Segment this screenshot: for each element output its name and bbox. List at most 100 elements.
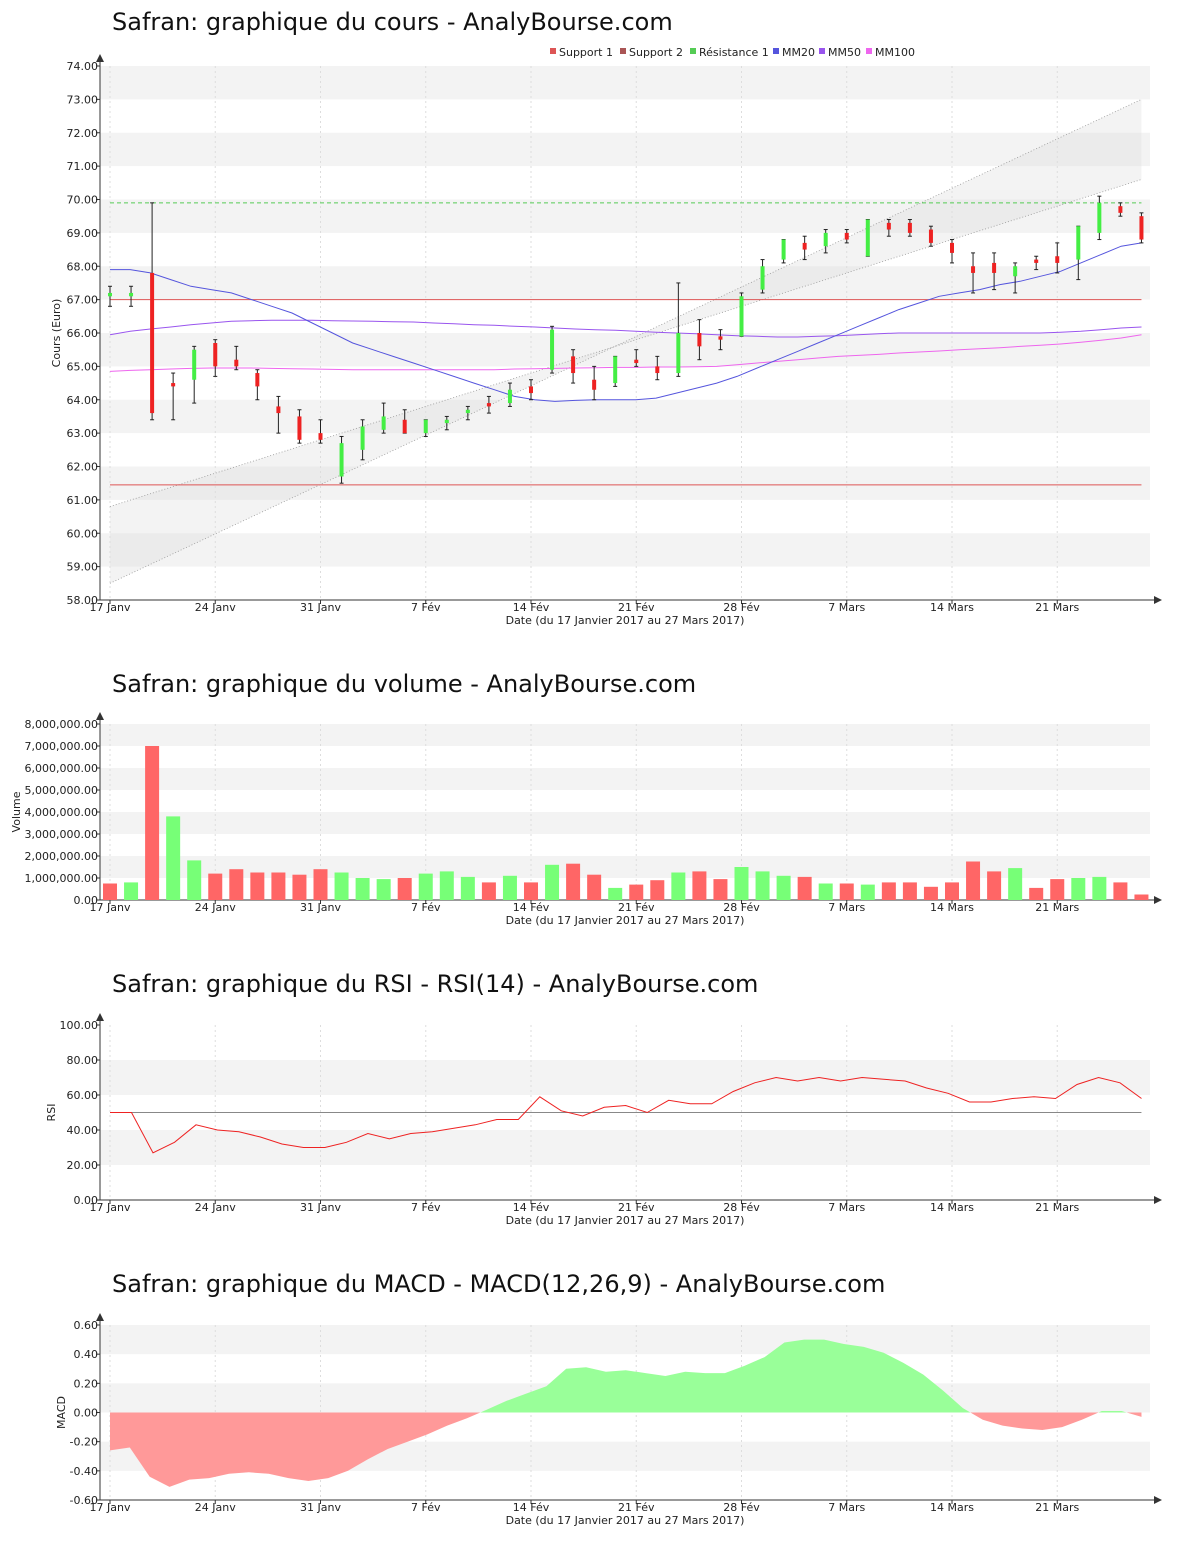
volume-bar-up	[818, 883, 833, 900]
volume-bar-down	[881, 882, 896, 900]
volume-x-tick-label: 21 Fév	[618, 901, 655, 914]
rsi-grid-band	[100, 1060, 1150, 1095]
rsi-y-tick-label: 20.00	[67, 1159, 99, 1172]
candle-body-down	[886, 222, 891, 230]
volume-x-tick-label: 7 Fév	[411, 901, 441, 914]
legend-label: Support 1	[559, 46, 613, 59]
price-y-tick-label: 71.00	[67, 160, 99, 173]
volume-bar-up	[776, 875, 791, 900]
rsi-line	[110, 1076, 1142, 1154]
volume-y-tick-label: 7,000,000.00	[25, 740, 98, 753]
volume-bar-up	[439, 871, 454, 900]
volume-bar-down	[229, 869, 244, 900]
volume-bar-down	[839, 883, 854, 900]
legend-swatch	[690, 48, 696, 54]
candle-body-down	[234, 359, 239, 367]
volume-bar-down	[1134, 894, 1149, 900]
legend-swatch	[550, 48, 556, 54]
volume-bar-down	[566, 863, 581, 900]
volume-y-tick-label: 2,000,000.00	[25, 850, 98, 863]
price-x-axis-title: Date (du 17 Janvier 2017 au 27 Mars 2017…	[506, 614, 745, 627]
rsi-x-tick-label: 21 Fév	[618, 1201, 655, 1214]
volume-bar-down	[945, 882, 959, 900]
price-x-tick-label: 21 Fév	[618, 601, 655, 614]
volume-x-tick-label: 14 Fév	[513, 901, 550, 914]
price-y-tick-label: 68.00	[67, 260, 99, 273]
rsi-x-tick-label: 24 Janv	[195, 1201, 236, 1214]
candle-body-down	[213, 343, 218, 367]
price-y-tick-label: 73.00	[67, 93, 99, 106]
rsi-x-tick-label: 14 Fév	[513, 1201, 550, 1214]
rsi-x-tick-label: 7 Fév	[411, 1201, 441, 1214]
volume-y-tick-label: 3,000,000.00	[25, 828, 98, 841]
volume-bar-down	[713, 879, 728, 900]
volume-y-tick-label: 6,000,000.00	[25, 762, 98, 775]
macd-negative-area	[110, 1412, 1142, 1487]
rsi-x-tick-label: 14 Mars	[930, 1201, 974, 1214]
rsi-x-tick-label: 17 Janv	[90, 1201, 131, 1214]
candle-body-down	[844, 232, 849, 240]
macd-x-tick-label: 7 Mars	[828, 1501, 865, 1514]
volume-x-tick-label: 21 Mars	[1035, 901, 1079, 914]
price-grid-band	[100, 132, 1150, 167]
volume-bar-up	[734, 867, 749, 900]
volume-x-tick-label: 31 Janv	[300, 901, 341, 914]
legend-swatch	[773, 48, 779, 54]
rsi-x-tick-label: 21 Mars	[1035, 1201, 1079, 1214]
candle-body-up	[444, 419, 449, 424]
volume-bar-down	[313, 869, 328, 900]
volume-bar-down	[250, 872, 265, 900]
price-grid-band	[100, 333, 1150, 367]
volume-bar-down	[208, 873, 223, 900]
volume-bar-up	[124, 882, 139, 900]
candle-body-up	[465, 409, 470, 414]
rsi-chart: 0.00 20.00 40.00 60.00 80.00 100.00 17 Janv 24 …	[45, 1013, 1162, 1227]
volume-bar-down	[1029, 887, 1044, 900]
candle-body-up	[129, 292, 134, 297]
rsi-y-tick-label: 100.00	[60, 1019, 99, 1032]
mm20-line	[110, 242, 1142, 402]
candle-body-down	[255, 373, 260, 387]
price-grid-band	[100, 533, 1150, 567]
volume-bar-down	[966, 861, 981, 900]
volume-y-tick-label: 1,000,000.00	[25, 872, 98, 885]
macd-x-axis-arrow	[1154, 1496, 1162, 1504]
macd-x-tick-label: 17 Janv	[90, 1501, 131, 1514]
price-y-tick-label: 72.00	[67, 127, 99, 140]
candle-body-down	[150, 272, 155, 414]
rsi-y-tick-label: 80.00	[67, 1054, 99, 1067]
volume-bar-down	[1050, 879, 1065, 900]
trend-channel-upper-edge	[109, 99, 1142, 584]
candle-body-down	[1055, 256, 1060, 263]
macd-y-tick-label: -0.60	[70, 1494, 98, 1507]
volume-grid-band	[100, 768, 1150, 790]
price-y-tick-label: 70.00	[67, 194, 99, 207]
rsi-y-tick-label: 0.00	[74, 1194, 99, 1207]
volume-bar-up	[1071, 878, 1086, 900]
volume-y-axis-arrow	[96, 712, 104, 720]
candle-body-down	[571, 356, 576, 374]
volume-bar-down	[397, 878, 412, 900]
legend-label: Résistance 1	[699, 46, 769, 59]
volume-bar-up	[671, 872, 686, 900]
candle-body-down	[486, 403, 491, 407]
price-x-tick-label: 14 Mars	[930, 601, 974, 614]
price-grid-band	[100, 199, 1150, 233]
price-y-tick-label: 58.00	[67, 594, 99, 607]
macd-x-tick-label: 14 Mars	[930, 1501, 974, 1514]
price-x-tick-label: 24 Janv	[195, 601, 236, 614]
volume-bar-up	[460, 876, 475, 900]
price-x-tick-label: 7 Fév	[411, 601, 441, 614]
volume-bar-up	[187, 860, 202, 900]
volume-bar-down	[902, 882, 917, 900]
price-x-tick-label: 7 Mars	[828, 601, 865, 614]
volume-bar-down	[271, 872, 286, 900]
price-y-tick-label: 63.00	[67, 427, 99, 440]
volume-y-tick-label: 4,000,000.00	[25, 806, 98, 819]
price-grid-band	[100, 399, 1150, 434]
candle-body-down	[907, 222, 912, 233]
candle-body-down	[402, 419, 407, 434]
price-x-tick-label: 21 Mars	[1035, 601, 1079, 614]
price-y-tick-label: 69.00	[67, 227, 99, 240]
volume-bar-down	[145, 746, 160, 900]
